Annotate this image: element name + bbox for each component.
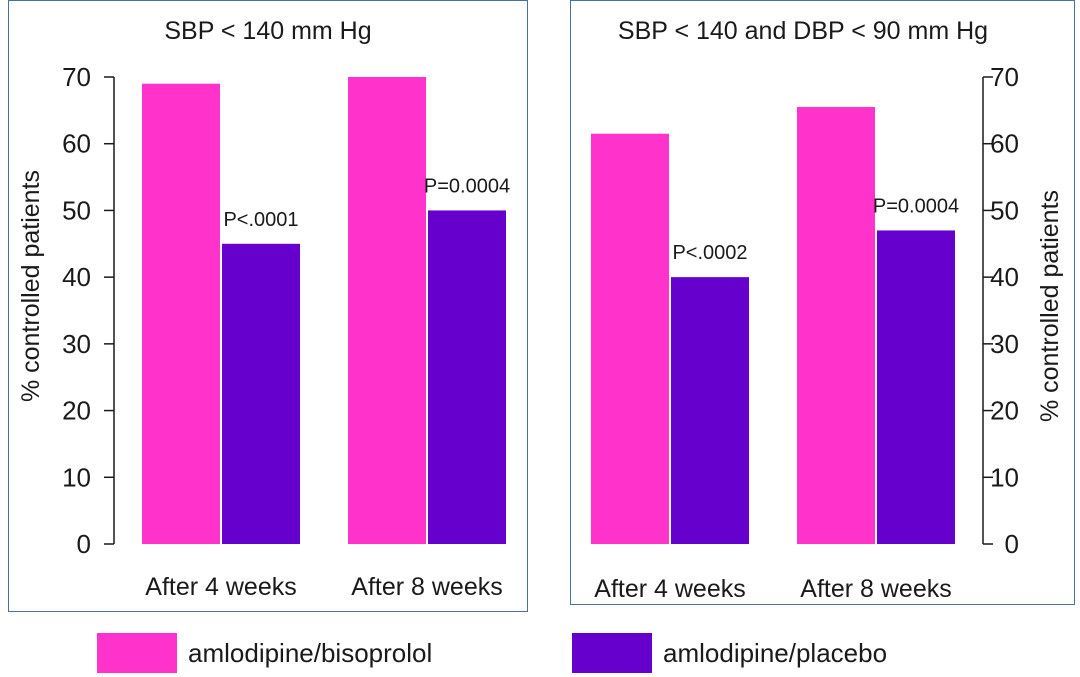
y-tick-label: 10 [990,462,1019,492]
chart-panel-sbp: SBP < 140 mm Hg % controlled patients 0 10 2… [8,0,528,612]
bar-bisoprolol [348,77,426,544]
legend-swatch-bisoprolol [97,633,177,673]
chart-title: SBP < 140 mm Hg [164,17,371,45]
legend-label-placebo: amlodipine/placebo [663,638,888,668]
x-category-label: After 4 weeks [594,575,745,603]
y-axis-label: % controlled patients [1036,190,1064,422]
y-tick-label: 10 [62,462,91,492]
y-tick-label: 40 [62,262,91,292]
y-tick-label: 0 [1005,529,1019,559]
y-tick-label: 70 [62,62,91,92]
chart-title: SBP < 140 and DBP < 90 mm Hg [618,17,988,45]
chart-panel-sbp-dbp: SBP < 140 and DBP < 90 mm Hg % controlled… [570,0,1075,605]
bar-bisoprolol [591,133,669,544]
y-tick-label: 30 [990,329,1019,359]
x-category-label: After 8 weeks [351,573,502,601]
y-tick-label: 20 [62,396,91,426]
y-tick-label: 60 [62,129,91,159]
y-tick-label: 30 [62,329,91,359]
p-value-annotation: P<.0001 [223,209,298,231]
p-value-annotation: P<.0002 [672,242,747,264]
p-value-annotation: P=0.0004 [873,195,959,217]
y-tick-label: 40 [990,262,1019,292]
y-tick-label: 50 [990,195,1019,225]
x-category-label: After 8 weeks [800,575,951,603]
legend-label-bisoprolol: amlodipine/bisoprolol [188,638,433,668]
bar-placebo [877,230,955,544]
y-tick-label: 20 [990,396,1019,426]
bar-bisoprolol [797,107,875,545]
y-tick-label: 50 [62,195,91,225]
bar-placebo [222,243,300,545]
chart-sbp-svg: SBP < 140 mm Hg % controlled patients 0 10 2… [17,17,510,601]
x-category-label: After 4 weeks [145,573,296,601]
y-tick-label: 0 [77,529,91,559]
p-value-annotation: P=0.0004 [424,175,510,197]
bar-placebo [428,210,506,544]
legend-swatch-placebo [572,633,652,673]
y-tick-label: 60 [990,129,1019,159]
bar-placebo [671,277,749,544]
chart-sbp-dbp-svg: SBP < 140 and DBP < 90 mm Hg % controlled… [591,17,1064,603]
bar-bisoprolol [142,83,220,545]
y-axis-label: % controlled patients [17,170,45,402]
y-tick-label: 70 [990,62,1019,92]
